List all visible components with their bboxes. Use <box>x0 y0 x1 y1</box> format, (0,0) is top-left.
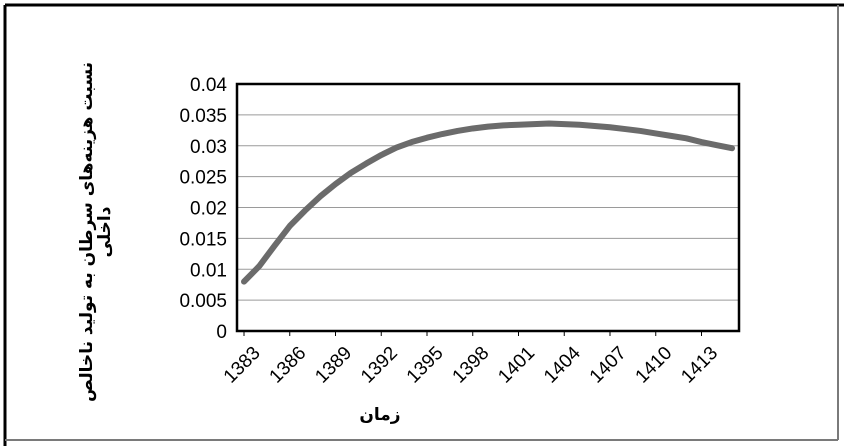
y-axis-label-line-2: داخلی <box>95 206 115 257</box>
y-tick-label: 0.01 <box>190 260 227 281</box>
y-axis-label-line-1: نسبت هزینه‌های سرطان به تولید ناخالص <box>77 62 97 402</box>
x-axis-label: زمان <box>359 405 400 425</box>
series-line <box>241 120 735 285</box>
y-tick-label: 0.02 <box>190 199 227 220</box>
y-tick-label: 0 <box>216 322 227 343</box>
x-axis-ticks: 1383 1386 1389 1392 1395 1398 1401 1404 1407 1410… <box>220 331 722 387</box>
x-tick-label: 1407 <box>586 343 631 388</box>
x-tick-label: 1404 <box>540 342 585 387</box>
series-layer <box>241 120 735 285</box>
x-tick-label: 1410 <box>632 343 677 388</box>
y-tick-label: 0.035 <box>179 106 227 127</box>
x-tick-label: 1413 <box>677 343 722 388</box>
y-tick-label: 0.015 <box>179 229 227 250</box>
y-tick-label: 0.025 <box>179 168 227 189</box>
y-axis-ticks: 0 0.005 0.01 0.015 0.02 0.025 0.03 0.035 0.04 <box>179 75 227 343</box>
y-tick-label: 0.03 <box>190 137 227 158</box>
x-tick-label: 1392 <box>357 343 402 388</box>
plot-area-border <box>235 82 741 333</box>
x-tick-label: 1398 <box>449 343 494 388</box>
y-tick-label: 0.005 <box>179 291 227 312</box>
x-tick-label: 1389 <box>311 343 356 388</box>
x-tick-label: 1401 <box>494 343 539 388</box>
x-tick-label: 1386 <box>266 343 311 388</box>
y-tick-label: 0.04 <box>190 75 227 96</box>
x-tick-label: 1395 <box>403 343 448 388</box>
x-tick-label: 1383 <box>220 343 265 388</box>
